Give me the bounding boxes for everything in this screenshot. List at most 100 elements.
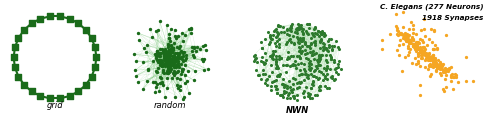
- Point: [170, 42, 177, 44]
- Point: [162, 56, 170, 58]
- Point: [168, 44, 175, 46]
- Point: [406, 48, 413, 50]
- Point: [431, 61, 439, 63]
- Point: [404, 38, 412, 40]
- Point: [412, 63, 420, 65]
- Point: [309, 80, 317, 82]
- Point: [292, 99, 300, 100]
- Point: [286, 27, 294, 29]
- Point: [427, 73, 435, 75]
- Point: [151, 91, 159, 93]
- Point: [274, 32, 282, 34]
- Point: [323, 49, 331, 51]
- Point: [316, 60, 324, 62]
- Point: [36, 18, 44, 20]
- Point: [393, 49, 401, 51]
- Point: [318, 33, 326, 35]
- Point: [451, 73, 459, 75]
- Point: [162, 54, 170, 55]
- Point: [152, 83, 160, 85]
- Point: [422, 57, 430, 59]
- Point: [436, 63, 444, 65]
- Point: [168, 77, 176, 79]
- Point: [413, 41, 421, 43]
- Point: [11, 66, 19, 68]
- Point: [202, 49, 209, 51]
- Point: [429, 59, 437, 61]
- Point: [285, 92, 293, 94]
- Point: [304, 76, 312, 78]
- Point: [290, 77, 298, 79]
- Point: [298, 50, 306, 52]
- Point: [452, 74, 460, 76]
- Point: [298, 31, 306, 32]
- Point: [422, 54, 430, 56]
- Point: [445, 68, 453, 70]
- Point: [143, 45, 151, 46]
- Point: [300, 53, 308, 55]
- Point: [154, 50, 162, 52]
- Point: [296, 69, 304, 71]
- Point: [336, 48, 344, 50]
- Point: [178, 68, 186, 70]
- Point: [74, 90, 82, 92]
- Point: [432, 62, 440, 64]
- Point: [160, 50, 168, 52]
- Point: [418, 39, 426, 41]
- Point: [164, 70, 172, 72]
- Point: [173, 65, 181, 67]
- Point: [170, 74, 178, 76]
- Point: [166, 67, 174, 69]
- Point: [170, 73, 177, 75]
- Point: [298, 40, 306, 42]
- Point: [163, 58, 171, 60]
- Point: [174, 62, 182, 64]
- Point: [312, 76, 320, 78]
- Point: [304, 95, 312, 97]
- Point: [276, 94, 283, 96]
- Point: [163, 63, 171, 65]
- Point: [308, 54, 316, 56]
- Point: [262, 78, 270, 80]
- Point: [294, 74, 302, 76]
- Point: [293, 36, 301, 38]
- Point: [440, 90, 448, 92]
- Point: [296, 39, 304, 41]
- Point: [164, 46, 172, 48]
- Point: [160, 59, 168, 61]
- Point: [159, 84, 167, 86]
- Point: [158, 61, 166, 63]
- Point: [134, 81, 141, 83]
- Point: [289, 63, 297, 65]
- Point: [187, 32, 195, 34]
- Point: [164, 63, 172, 65]
- Point: [416, 29, 424, 31]
- Point: [444, 70, 452, 72]
- Point: [184, 70, 192, 72]
- Point: [408, 62, 416, 63]
- Point: [164, 43, 172, 45]
- Point: [272, 60, 280, 62]
- Point: [14, 76, 22, 78]
- Point: [420, 18, 428, 20]
- Point: [164, 77, 172, 79]
- Point: [314, 54, 322, 56]
- Point: [411, 57, 419, 59]
- Point: [293, 94, 301, 96]
- Point: [442, 68, 450, 70]
- Point: [418, 51, 426, 53]
- Point: [316, 40, 324, 42]
- Point: [426, 59, 434, 61]
- Point: [297, 81, 305, 83]
- Point: [250, 60, 258, 62]
- Point: [261, 38, 269, 40]
- Point: [431, 57, 439, 59]
- Point: [271, 50, 279, 52]
- Point: [414, 62, 422, 64]
- Point: [277, 94, 285, 96]
- Point: [276, 58, 283, 60]
- Point: [414, 41, 422, 43]
- Point: [426, 57, 434, 59]
- Point: [270, 85, 278, 87]
- Point: [169, 59, 177, 61]
